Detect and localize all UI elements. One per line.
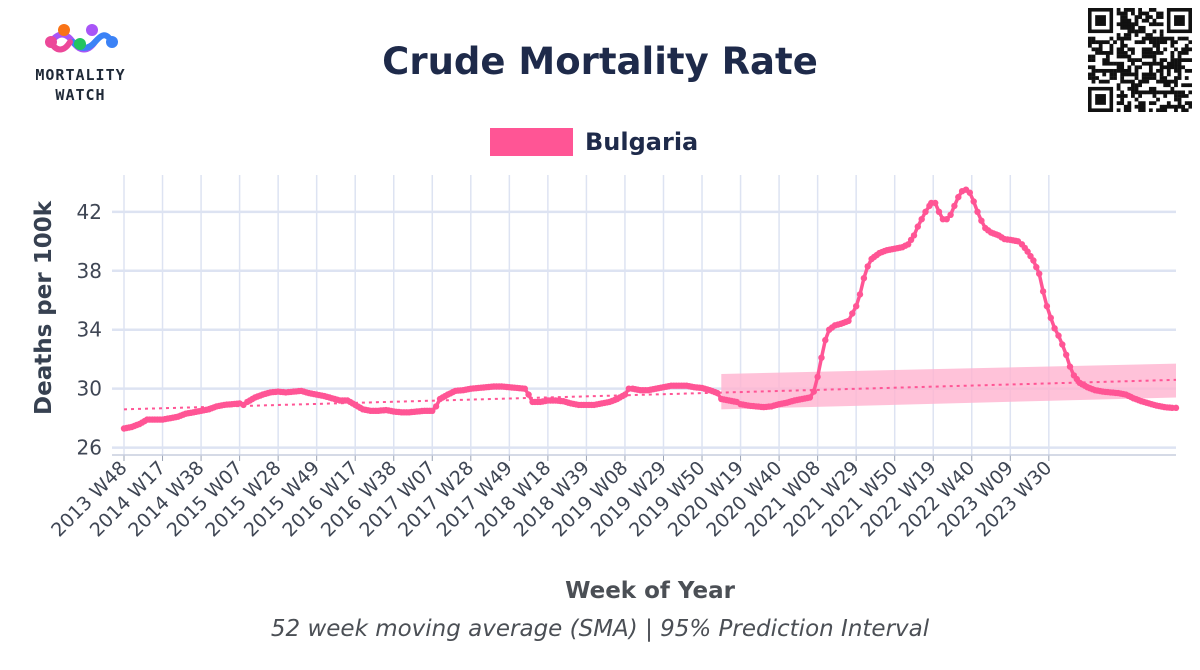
series-point [1047, 314, 1055, 322]
series-point [922, 208, 929, 215]
series-point [521, 385, 528, 392]
series-point [853, 303, 860, 310]
series-point [966, 189, 973, 196]
series-point [1051, 325, 1058, 332]
series-point [955, 193, 962, 201]
legend-label-bulgaria: Bulgaria [585, 128, 699, 156]
series-point [947, 211, 954, 218]
series-point [970, 198, 977, 205]
series-point [1036, 270, 1043, 277]
series-point [1043, 303, 1051, 310]
y-tick-label: 38 [77, 259, 102, 283]
prediction-interval-band [721, 363, 1176, 410]
logo-text-line2: WATCH [55, 86, 106, 104]
legend-swatch [490, 128, 573, 156]
logo-text-line1: MORTALITY [35, 66, 126, 84]
series-point [810, 388, 817, 395]
chart-caption: 52 week moving average (SMA) | 95% Predi… [270, 616, 930, 642]
series-point [918, 216, 925, 223]
trend-line [123, 378, 1177, 411]
series-point [1030, 257, 1037, 264]
qr-code [1088, 8, 1192, 112]
series-point [864, 263, 871, 270]
series-point [932, 199, 939, 207]
series-point [849, 310, 856, 317]
series-point [621, 391, 629, 398]
y-tick-label: 42 [77, 200, 102, 224]
legend: Bulgaria [490, 126, 698, 158]
series-point [845, 317, 852, 325]
series-point [856, 291, 864, 298]
y-tick-label: 34 [77, 318, 102, 342]
series-point [935, 208, 943, 215]
y-tick-label: 26 [77, 436, 102, 460]
y-tick-label: 30 [77, 377, 102, 401]
series-point [1172, 404, 1180, 412]
series-point [1055, 332, 1062, 339]
series-point [714, 389, 721, 397]
x-axis-label: Week of Year [565, 578, 735, 604]
series-point [822, 336, 829, 344]
series-point [1063, 351, 1070, 358]
series-point [1039, 288, 1047, 295]
series-point [914, 223, 921, 230]
series-point [951, 202, 958, 210]
series-point [1066, 363, 1074, 370]
series-point [978, 217, 985, 224]
series-point [806, 394, 814, 401]
series-point [910, 232, 918, 239]
series-point [814, 373, 821, 381]
series-point [429, 407, 436, 414]
series-point [818, 354, 825, 361]
series-point [432, 403, 440, 410]
series-point [1033, 263, 1040, 271]
chart-title: Crude Mortality Rate [382, 40, 818, 83]
y-axis-label: Deaths per 100k [31, 201, 57, 415]
mortality-watch-logo [45, 24, 118, 53]
series-point [974, 208, 981, 215]
series-point [943, 216, 950, 223]
series-point [860, 275, 868, 282]
series-point [1059, 341, 1066, 348]
series-point [525, 391, 532, 398]
